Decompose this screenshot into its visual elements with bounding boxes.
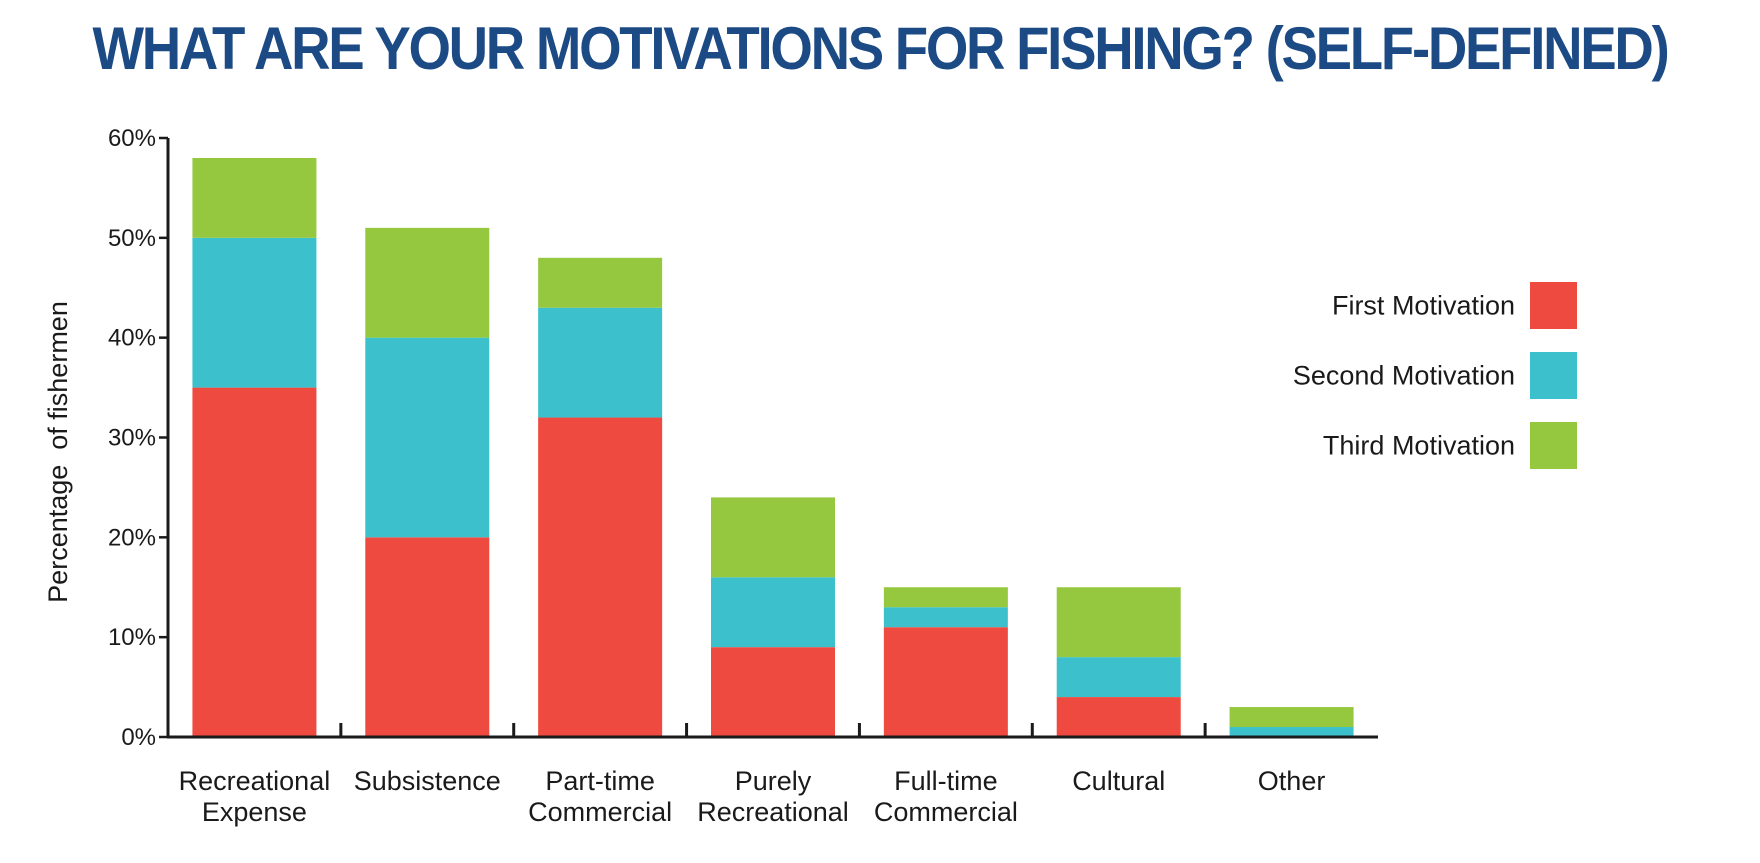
bar-segment bbox=[883, 607, 1008, 628]
x-category-label: Full-time Commercial bbox=[874, 766, 1018, 827]
bar-segment bbox=[1056, 587, 1181, 658]
x-category-label: Part-time Commercial bbox=[528, 766, 672, 827]
y-tick-label: 40% bbox=[108, 325, 156, 352]
legend-label: Third Motivation bbox=[1323, 431, 1515, 461]
y-axis-ticks: 0% 10% 20% 30% 40% 50% 60% bbox=[108, 125, 168, 751]
legend-swatch bbox=[1530, 422, 1577, 469]
bar-segment bbox=[1229, 727, 1354, 737]
bars-group bbox=[192, 157, 1354, 737]
y-tick-label: 60% bbox=[108, 125, 156, 152]
legend-label: First Motivation bbox=[1332, 291, 1515, 321]
bar-segment bbox=[365, 337, 490, 538]
bar-segment bbox=[192, 157, 317, 238]
legend-item: Third Motivation bbox=[1323, 422, 1577, 469]
bar-segment bbox=[1056, 697, 1181, 737]
bar-segment bbox=[538, 307, 663, 418]
bar-segment bbox=[538, 257, 663, 308]
x-category-label: Recreational Expense bbox=[179, 766, 331, 827]
y-tick-label: 0% bbox=[121, 724, 156, 751]
bar-segment bbox=[365, 537, 490, 737]
x-category-label: Subsistence bbox=[354, 766, 501, 796]
bar-segment bbox=[711, 647, 835, 737]
chart-title: WHAT ARE YOUR MOTIVATIONS FOR FISHING? (… bbox=[92, 15, 1669, 82]
y-tick-label: 30% bbox=[108, 425, 156, 452]
bar-segment bbox=[1056, 657, 1181, 698]
legend-item: First Motivation bbox=[1332, 282, 1577, 329]
bar-segment bbox=[192, 387, 317, 737]
y-tick-label: 10% bbox=[108, 624, 156, 651]
bar-segment bbox=[538, 417, 663, 737]
legend: First Motivation Second Motivation Third M… bbox=[1293, 282, 1577, 469]
legend-swatch bbox=[1530, 282, 1577, 329]
x-category-label: Other bbox=[1258, 766, 1326, 796]
x-category-label: Purely Recreational bbox=[697, 766, 849, 827]
x-category-label: Cultural bbox=[1072, 766, 1165, 796]
legend-label: Second Motivation bbox=[1293, 361, 1515, 391]
bar-segment bbox=[711, 497, 835, 578]
x-axis-labels: Recreational Expense Subsistence Part-time C… bbox=[179, 766, 1326, 827]
axes bbox=[166, 138, 1378, 739]
y-tick-label: 20% bbox=[108, 524, 156, 551]
bar-segment bbox=[365, 227, 490, 338]
bar-segment bbox=[1229, 707, 1354, 728]
legend-swatch bbox=[1530, 352, 1577, 399]
y-tick-label: 50% bbox=[108, 225, 156, 252]
y-axis-title: Percentage of fishermen bbox=[43, 301, 73, 603]
bar-segment bbox=[883, 627, 1008, 737]
legend-item: Second Motivation bbox=[1293, 352, 1577, 399]
bar-segment bbox=[711, 577, 835, 648]
bar-segment bbox=[883, 587, 1008, 608]
bar-segment bbox=[192, 237, 317, 388]
